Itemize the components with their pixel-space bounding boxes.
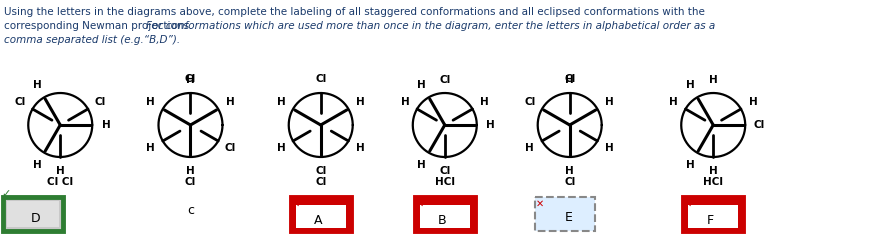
Text: H: H: [33, 80, 42, 90]
Bar: [415, 197, 475, 231]
Text: H: H: [605, 143, 614, 153]
Bar: [415, 197, 475, 231]
Text: HCl: HCl: [703, 177, 723, 187]
Text: Cl: Cl: [315, 177, 326, 187]
Bar: [291, 197, 351, 231]
Text: Cl Cl: Cl Cl: [47, 177, 74, 187]
Bar: [688, 205, 738, 228]
Text: H: H: [400, 97, 409, 107]
Text: D: D: [31, 212, 41, 225]
Text: H: H: [686, 80, 695, 90]
Text: Cl: Cl: [225, 143, 236, 153]
Text: H: H: [356, 143, 365, 153]
Text: H: H: [186, 166, 195, 176]
Text: H: H: [276, 143, 285, 153]
Text: H: H: [565, 166, 574, 176]
Text: H: H: [417, 160, 426, 170]
Text: Cl: Cl: [525, 97, 535, 107]
Text: H: H: [33, 160, 42, 170]
Text: ✕: ✕: [416, 199, 424, 209]
Text: H: H: [226, 97, 235, 107]
Text: HCl: HCl: [435, 177, 455, 187]
Bar: [683, 197, 743, 231]
Text: Using the letters in the diagrams above, complete the labeling of all staggered : Using the letters in the diagrams above,…: [4, 7, 705, 17]
Text: c: c: [187, 203, 194, 217]
Text: Cl: Cl: [754, 120, 765, 130]
Text: Cl: Cl: [315, 74, 326, 84]
Text: H: H: [186, 75, 195, 85]
Text: H: H: [749, 97, 758, 107]
Bar: [296, 205, 346, 228]
Text: H: H: [605, 97, 614, 107]
Text: H: H: [525, 143, 534, 153]
Text: For conformations which are used more than once in the diagram, enter the letter: For conformations which are used more th…: [146, 21, 715, 31]
Text: comma separated list (e.g.“B,D”).: comma separated list (e.g.“B,D”).: [4, 35, 180, 45]
Text: H: H: [417, 80, 426, 90]
Bar: [3, 197, 63, 231]
Text: H: H: [480, 97, 489, 107]
Text: H: H: [669, 97, 678, 107]
Text: Cl: Cl: [564, 74, 575, 84]
Text: H: H: [102, 120, 111, 130]
Text: ✓: ✓: [1, 189, 11, 199]
Bar: [535, 197, 595, 231]
Text: H: H: [709, 166, 718, 176]
Bar: [291, 197, 351, 231]
Text: Cl: Cl: [439, 166, 450, 176]
Text: Cl: Cl: [15, 97, 26, 107]
Text: corresponding Newman projections.: corresponding Newman projections.: [4, 21, 196, 31]
Text: H: H: [686, 160, 695, 170]
Bar: [3, 197, 63, 231]
Text: H: H: [56, 166, 65, 176]
Text: H: H: [486, 120, 495, 130]
Text: A: A: [314, 214, 322, 227]
Text: ✕: ✕: [291, 199, 299, 209]
Text: F: F: [707, 214, 714, 227]
Text: Cl: Cl: [95, 97, 105, 107]
Text: H: H: [146, 143, 155, 153]
Bar: [420, 205, 470, 228]
Text: H: H: [356, 97, 365, 107]
Bar: [7, 201, 58, 227]
Bar: [683, 197, 743, 231]
Text: E: E: [564, 211, 572, 224]
Text: H: H: [565, 75, 574, 85]
Text: Cl: Cl: [439, 75, 450, 85]
Text: H: H: [709, 75, 718, 85]
Text: Cl: Cl: [185, 177, 196, 187]
Text: ✕: ✕: [536, 199, 544, 209]
Text: Cl: Cl: [185, 74, 196, 84]
Text: Cl: Cl: [564, 177, 575, 187]
Text: ✕: ✕: [684, 199, 692, 209]
Text: B: B: [438, 214, 446, 227]
Text: H: H: [146, 97, 155, 107]
Text: H: H: [276, 97, 285, 107]
Text: Cl: Cl: [315, 166, 326, 176]
